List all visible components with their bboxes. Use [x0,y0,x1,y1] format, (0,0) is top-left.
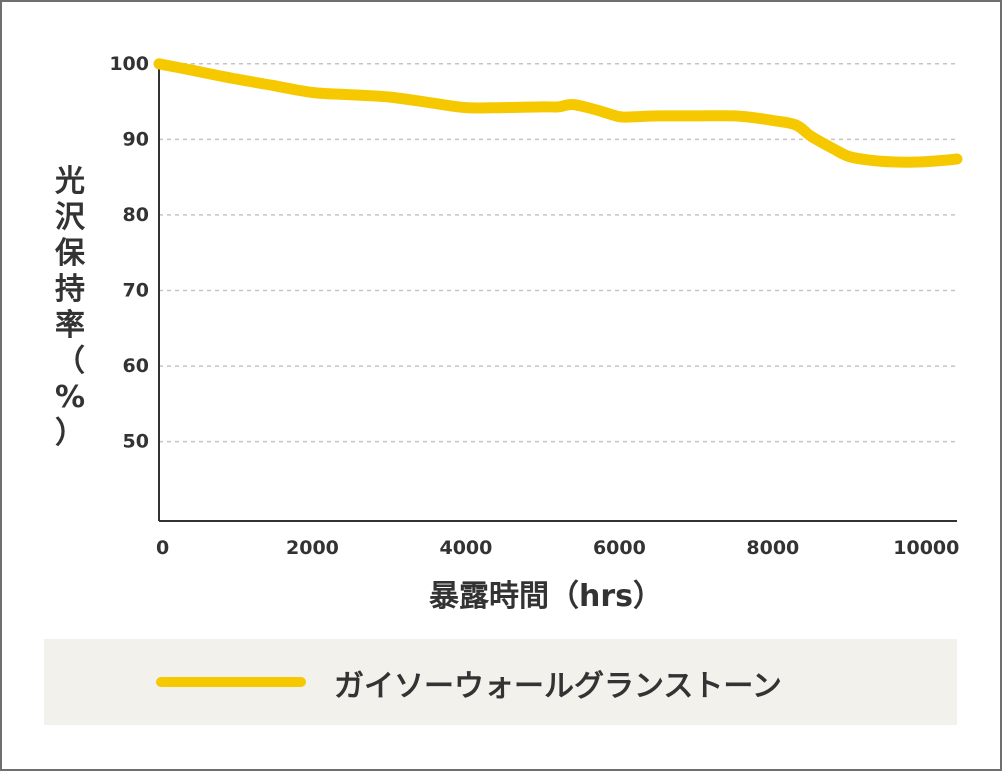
gridlines [159,63,957,443]
y-axis-title: 光沢保持率（%） [55,164,86,451]
x-tick-labels: 0 2000 4000 6000 8000 10000 [156,537,959,559]
x-tick-label: 6000 [593,537,646,559]
x-tick-label: 8000 [746,537,799,559]
legend-swatch [156,677,306,687]
legend: ガイソーウォールグランストーン [44,639,957,725]
y-tick-labels: 100 90 80 70 60 50 [109,53,149,453]
legend-label: ガイソーウォールグランストーン [334,669,782,704]
y-tick-label: 80 [123,204,149,226]
x-axis-title: 暴露時間（hrs） [429,579,663,614]
y-tick-label: 60 [123,355,149,377]
x-tick-label: 4000 [439,537,492,559]
line-chart: 100 90 80 70 60 50 0 2000 4000 6000 8000 10000 光沢保… [55,53,963,614]
x-tick-label: 2000 [286,537,339,559]
x-tick-label: 10000 [893,537,959,559]
y-tick-label: 100 [109,53,149,75]
series-line [153,58,963,168]
y-tick-label: 90 [123,128,149,150]
x-tick-label: 0 [156,537,169,559]
series-lines [153,58,963,168]
y-tick-label: 50 [123,431,149,453]
y-tick-label: 70 [123,280,149,302]
